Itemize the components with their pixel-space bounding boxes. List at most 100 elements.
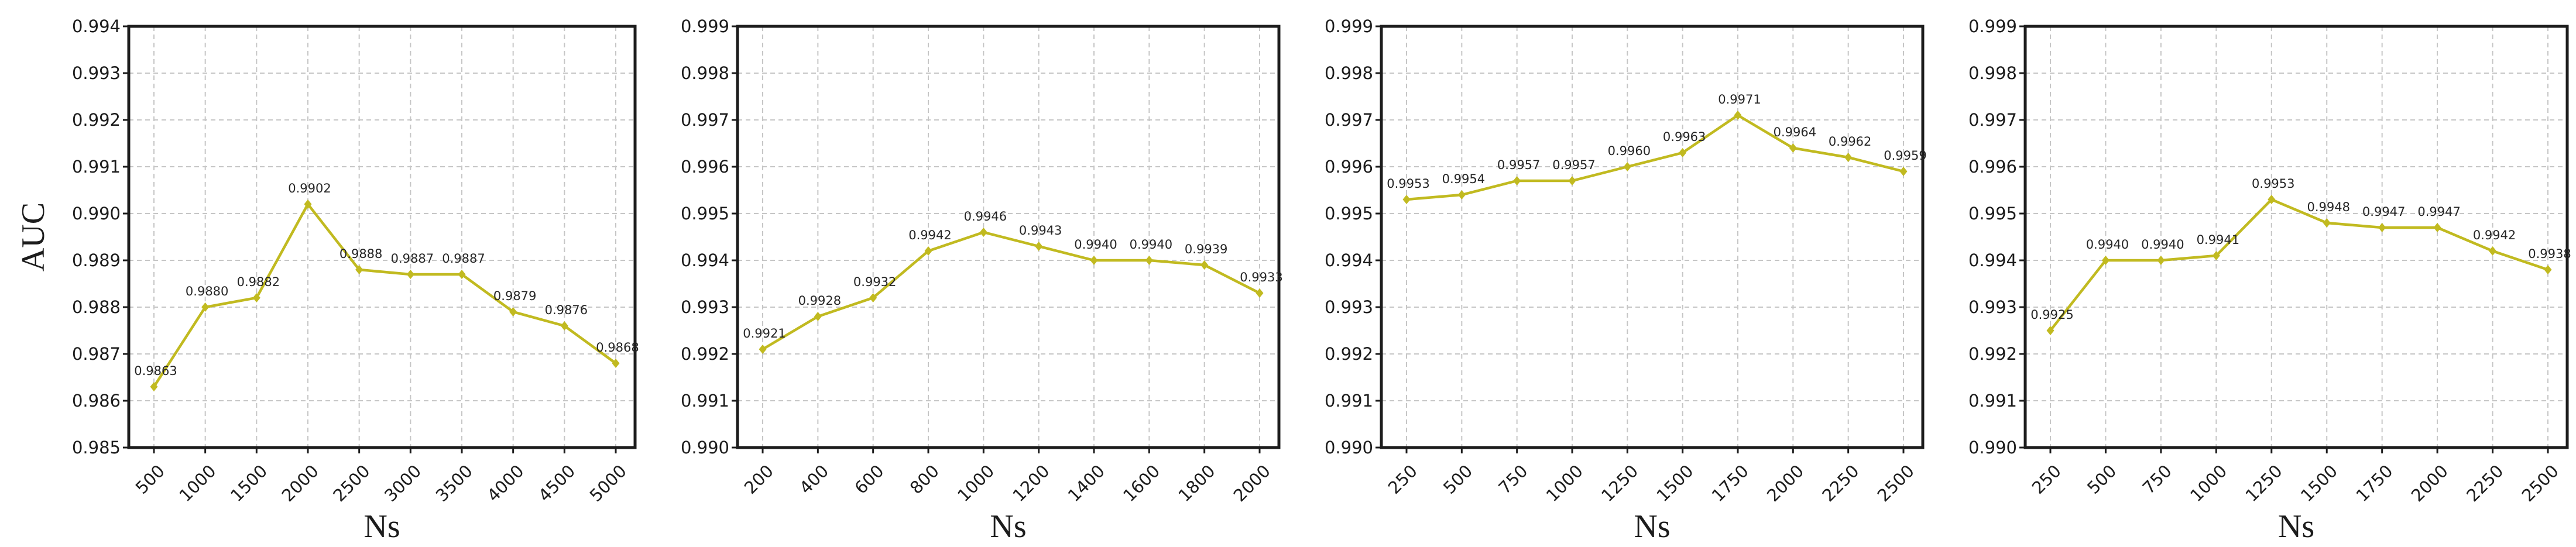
series-line	[1406, 113, 1904, 201]
point-annotation: 0.9938	[2528, 247, 2571, 261]
x-tick-label: 1750	[1708, 461, 1752, 505]
y-tick-label: 0.992	[72, 110, 121, 130]
chart-panel-3: 0.990 0.991 0.992 0.993 0.994 0.995 0.996 0.997…	[1288, 0, 1932, 547]
chart-panel-1: 0.985 0.986 0.987 0.988 0.989 0.990 0.991 0.992…	[0, 0, 644, 547]
x-tick-label: 1200	[1009, 461, 1053, 505]
x-tick-label: 1000	[175, 461, 219, 505]
x-tick-label: 1750	[2352, 461, 2396, 505]
x-tick-label: 500	[1439, 461, 1476, 498]
x-tick-label: 3500	[432, 461, 476, 505]
data-point-marker	[1568, 176, 1576, 185]
series-line	[762, 231, 1261, 350]
y-tick-labels: 0.990 0.991 0.992 0.993 0.994 0.995 0.996 0.997…	[681, 16, 729, 457]
y-tick-label: 0.988	[72, 297, 121, 317]
data-point-marker	[2544, 265, 2552, 274]
y-tick-label: 0.990	[72, 204, 121, 223]
chart-panel-2: 0.990 0.991 0.992 0.993 0.994 0.995 0.996 0.997…	[644, 0, 1288, 547]
y-tick-label: 0.994	[72, 16, 121, 36]
data-point-marker	[201, 302, 210, 312]
y-tick-label: 0.999	[1325, 16, 1373, 36]
x-tick-label: 5000	[586, 461, 630, 505]
x-tick-label: 4500	[534, 461, 579, 505]
x-tick-label: 1800	[1174, 461, 1219, 505]
point-annotation: 0.9953	[2252, 177, 2294, 191]
x-axis-label: Ns	[990, 508, 1026, 545]
point-annotations: 0.9925 0.9940 0.9940 0.9941 0.9953 0.9948 0.99…	[2030, 177, 2571, 322]
data-point-marker	[252, 293, 260, 302]
data-point-marker	[1899, 167, 1908, 176]
y-tick-label: 0.991	[681, 391, 729, 411]
point-annotation: 0.9887	[442, 252, 485, 266]
x-tick-labels: 250 500 750 1000 1250 1500 1750 2000 2250 2500	[1384, 461, 1918, 505]
x-axis-label: Ns	[2278, 508, 2314, 545]
y-tick-label: 0.997	[1968, 110, 2017, 130]
point-annotation: 0.9946	[964, 209, 1007, 223]
data-point-marker	[1402, 195, 1411, 204]
tick-marks	[732, 25, 1261, 453]
series-markers	[2046, 195, 2552, 335]
point-annotation: 0.9957	[1497, 158, 1540, 172]
point-annotation: 0.9940	[2141, 238, 2184, 252]
x-tick-label: 1400	[1064, 461, 1109, 505]
x-tick-label: 1000	[1542, 461, 1587, 505]
plot-border	[127, 25, 637, 449]
series-markers	[150, 199, 620, 391]
x-tick-label: 500	[2083, 461, 2120, 498]
data-point-marker	[612, 359, 620, 368]
point-annotation: 0.9925	[2030, 308, 2073, 322]
data-point-marker	[406, 270, 414, 279]
grid	[129, 26, 635, 448]
x-tick-label: 1250	[2241, 461, 2286, 505]
y-tick-label: 0.990	[1968, 438, 2017, 457]
x-tick-label: 3000	[380, 461, 425, 505]
point-annotation: 0.9947	[2362, 205, 2405, 219]
point-annotation: 0.9942	[908, 228, 951, 242]
data-point-marker	[1623, 162, 1631, 171]
y-tick-labels: 0.985 0.986 0.987 0.988 0.989 0.990 0.991 0.992…	[72, 16, 121, 457]
x-tick-label: 1500	[1652, 461, 1697, 505]
x-tick-labels: 200 400 600 800 1000 1200 1400 1600 1800 2000	[740, 461, 1274, 505]
x-tick-label: 800	[906, 461, 943, 498]
y-tick-label: 0.998	[1325, 63, 1373, 83]
data-point-marker	[1734, 111, 1742, 120]
y-tick-label: 0.994	[1968, 250, 2017, 270]
x-tick-labels: 250 500 750 1000 1250 1500 1750 2000 2250 2500	[2028, 461, 2563, 505]
plot-border	[1380, 25, 1925, 449]
point-annotation: 0.9876	[545, 303, 588, 317]
plot-border	[736, 25, 1281, 449]
x-tick-label: 750	[1494, 461, 1531, 498]
x-tick-label: 400	[795, 461, 832, 498]
point-annotation: 0.9942	[2473, 228, 2516, 242]
x-tick-label: 1500	[227, 461, 271, 505]
x-tick-label: 2000	[1763, 461, 1807, 505]
point-annotation: 0.9940	[1130, 238, 1172, 252]
data-point-marker	[2101, 256, 2109, 265]
series-markers	[759, 228, 1264, 354]
y-tick-label: 0.985	[72, 438, 121, 457]
data-point-marker	[509, 307, 517, 316]
data-point-marker	[1513, 176, 1521, 185]
x-tick-label: 2000	[278, 461, 323, 505]
x-axis-label: Ns	[363, 508, 400, 545]
y-tick-label: 0.997	[681, 110, 729, 130]
data-point-marker	[814, 312, 822, 321]
grid	[738, 26, 1279, 448]
x-tick-label: 2500	[2518, 461, 2563, 505]
point-annotation: 0.9932	[853, 275, 896, 289]
data-point-marker	[355, 265, 363, 274]
series-line	[2049, 198, 2548, 332]
x-tick-label: 2000	[2407, 461, 2452, 505]
point-annotation: 0.9928	[798, 294, 841, 308]
data-point-marker	[2212, 251, 2220, 260]
x-tick-label: 1250	[1597, 461, 1642, 505]
tick-marks	[123, 25, 617, 453]
y-tick-label: 0.995	[1968, 204, 2017, 223]
x-tick-label: 2250	[1818, 461, 1862, 505]
plot-border	[2023, 25, 2569, 449]
chart-panel-4: 0.990 0.991 0.992 0.993 0.994 0.995 0.996 0.997…	[1932, 0, 2576, 547]
y-tick-labels: 0.990 0.991 0.992 0.993 0.994 0.995 0.996 0.997…	[1968, 16, 2017, 457]
auc-vs-ns-chart-3: 0.990 0.991 0.992 0.993 0.994 0.995 0.996 0.997…	[1325, 16, 1927, 545]
x-tick-label: 750	[2139, 461, 2176, 498]
point-annotation: 0.9941	[2197, 233, 2239, 247]
point-annotation: 0.9940	[1074, 238, 1117, 252]
